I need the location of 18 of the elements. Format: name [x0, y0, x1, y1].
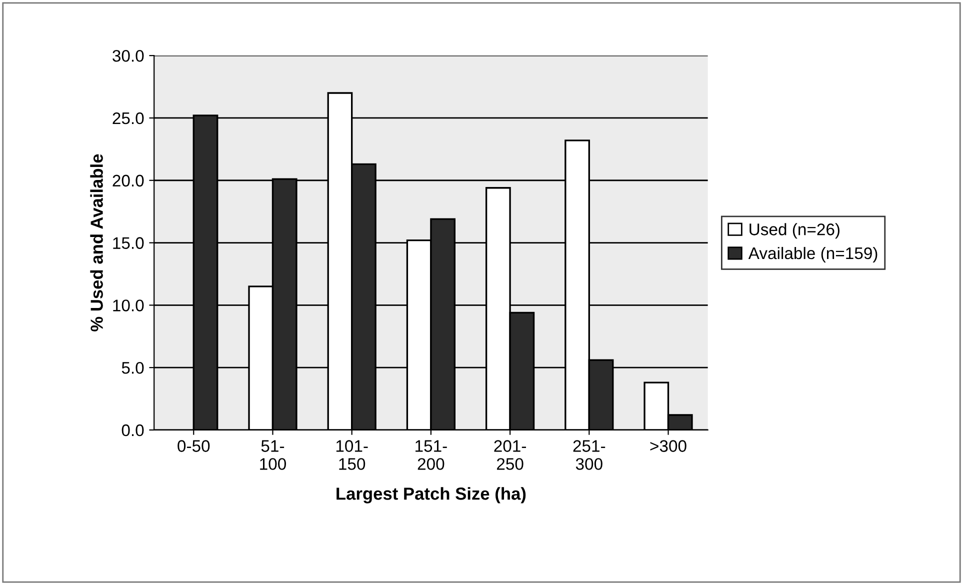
y-axis-title: % Used and Available: [90, 154, 103, 332]
y-tick-label: 30.0: [112, 50, 144, 62]
x-tick-label: >300: [650, 440, 686, 452]
y-tick-label: 15.0: [113, 237, 144, 249]
x-tick-label: 151- 200: [416, 440, 447, 470]
x-tick-label: 201- 250: [494, 440, 526, 470]
x-axis-title: Largest Patch Size (ha): [336, 487, 526, 504]
legend-label: Used (n=26): [750, 223, 840, 239]
y-tick-label: 0.0: [122, 424, 144, 436]
x-tick-label: 51- 100: [260, 440, 286, 470]
x-tick-label: 0-50: [178, 440, 210, 452]
y-tick-label: 25.0: [112, 112, 144, 124]
y-tick-label: 10.0: [113, 300, 144, 312]
y-tick-label: 5.0: [122, 362, 144, 374]
y-tick-label: 20.0: [112, 174, 144, 187]
x-tick-label: 251- 300: [573, 440, 606, 470]
x-tick-label: 101- 150: [336, 440, 368, 470]
legend-label: Available (n=159): [748, 246, 878, 262]
